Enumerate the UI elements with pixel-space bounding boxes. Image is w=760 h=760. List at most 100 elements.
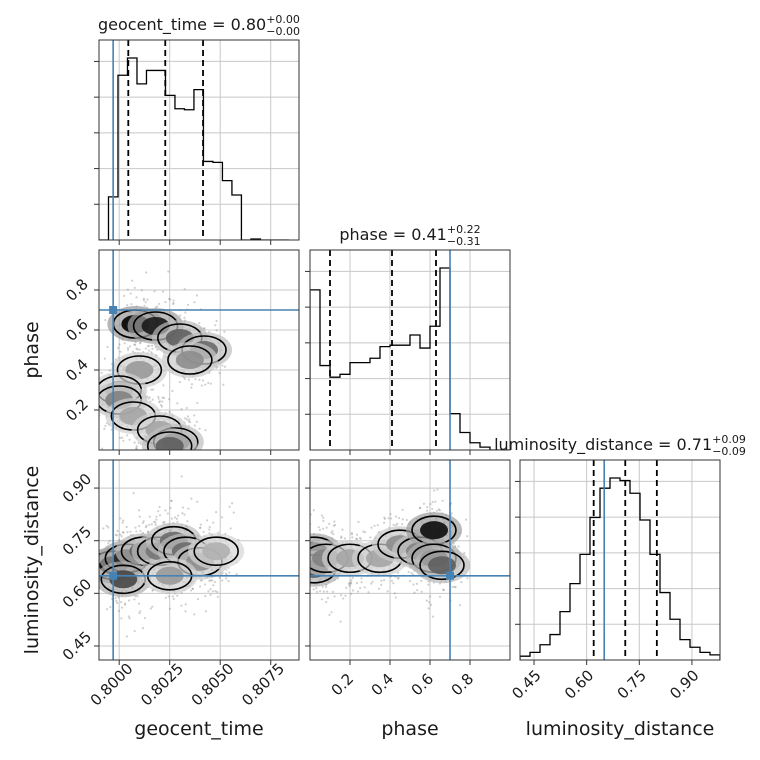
- sample-point: [178, 470, 180, 472]
- sample-point: [151, 398, 154, 401]
- sample-point: [416, 589, 419, 592]
- sample-point: [109, 605, 112, 609]
- sample-point: [422, 502, 426, 505]
- sample-point: [180, 457, 182, 459]
- sample-point: [108, 539, 111, 543]
- sample-point: [101, 447, 104, 450]
- sample-point: [162, 454, 164, 456]
- sample-point: [134, 526, 137, 529]
- sample-point: [401, 523, 404, 526]
- sample-point: [377, 587, 381, 590]
- sample-point: [209, 593, 212, 596]
- sample-point: [131, 350, 135, 353]
- sample-point: [415, 582, 419, 585]
- sample-point: [218, 372, 221, 375]
- sample-point: [291, 571, 293, 573]
- sample-point: [190, 458, 192, 460]
- tick-label-x-luminosity_distance: 0.60: [561, 666, 597, 702]
- sample-point: [295, 570, 297, 572]
- tick-label-x-geocent_time: 0.8075: [238, 660, 288, 710]
- sample-point: [332, 524, 335, 527]
- sample-point: [135, 530, 138, 533]
- sample-point: [180, 604, 183, 607]
- tick-label-x-phase: 0.8: [448, 670, 478, 700]
- tick-label-y-phase: 0.4: [62, 355, 92, 385]
- tick-label-y-phase: 0.6: [62, 315, 92, 345]
- sample-point: [172, 450, 174, 452]
- sample-point: [105, 524, 108, 527]
- sample-point: [102, 527, 105, 530]
- sample-point: [171, 389, 174, 393]
- sample-point: [121, 521, 124, 524]
- sample-point: [178, 380, 181, 384]
- sample-point: [155, 464, 157, 466]
- sample-point: [426, 509, 429, 512]
- sample-point: [128, 617, 131, 620]
- sample-point: [198, 322, 201, 325]
- sample-point: [208, 579, 211, 582]
- sample-point: [90, 559, 92, 561]
- sample-point: [305, 575, 307, 577]
- sample-point: [91, 572, 93, 574]
- sample-point: [115, 599, 118, 603]
- sample-point: [216, 365, 219, 368]
- truth-marker: [446, 571, 454, 580]
- marginal-panel-geocent_time: [99, 40, 299, 240]
- sample-point: [118, 538, 121, 541]
- sample-point: [349, 581, 353, 584]
- sample-point: [145, 524, 148, 527]
- sample-point: [187, 507, 190, 510]
- sample-point: [163, 520, 166, 524]
- panel-title-geocent_time: geocent_time = 0.80+0.00 −0.00: [98, 13, 300, 38]
- sample-point: [292, 555, 294, 557]
- sample-point: [333, 520, 336, 523]
- sample-point: [387, 517, 390, 520]
- sample-point: [141, 627, 145, 630]
- sample-point: [191, 587, 195, 591]
- sample-point: [204, 610, 208, 613]
- sample-point: [171, 595, 174, 598]
- sample-point: [205, 519, 209, 522]
- sample-point: [199, 579, 202, 582]
- sample-point: [132, 492, 135, 495]
- sample-point: [154, 523, 157, 526]
- sample-point: [356, 538, 359, 541]
- sample-point: [207, 381, 210, 385]
- sample-point: [204, 383, 207, 386]
- sample-point: [150, 523, 153, 526]
- sample-point: [171, 462, 173, 464]
- sample-point: [170, 499, 173, 502]
- sample-point: [91, 560, 93, 562]
- sample-point: [178, 477, 180, 479]
- sample-point: [167, 595, 170, 598]
- sample-point: [92, 564, 94, 566]
- sample-point: [190, 383, 193, 386]
- sample-point: [304, 583, 306, 585]
- density-core: [175, 351, 204, 369]
- sample-point: [303, 580, 305, 582]
- sample-point: [394, 596, 397, 599]
- contour-line: [167, 345, 213, 375]
- sample-point: [135, 447, 138, 450]
- sample-point: [158, 505, 161, 509]
- sample-point: [392, 523, 395, 527]
- sample-point: [227, 579, 230, 583]
- axis-label-x-phase: phase: [381, 718, 438, 740]
- sample-point: [144, 457, 146, 459]
- sample-point: [432, 489, 436, 492]
- sample-point: [382, 578, 386, 582]
- sample-point: [341, 597, 345, 600]
- sample-point: [114, 533, 117, 536]
- sample-point: [349, 582, 353, 585]
- sample-point: [199, 526, 202, 530]
- truth-marker: [109, 571, 118, 580]
- sample-point: [200, 384, 203, 387]
- sample-point: [235, 573, 238, 576]
- sample-point: [122, 531, 125, 534]
- sample-point: [142, 520, 145, 523]
- sample-point: [431, 507, 434, 511]
- sample-point: [180, 475, 183, 478]
- sample-point: [143, 616, 146, 620]
- tick-label-y-luminosity_distance: 0.75: [59, 523, 95, 559]
- sample-point: [232, 511, 235, 514]
